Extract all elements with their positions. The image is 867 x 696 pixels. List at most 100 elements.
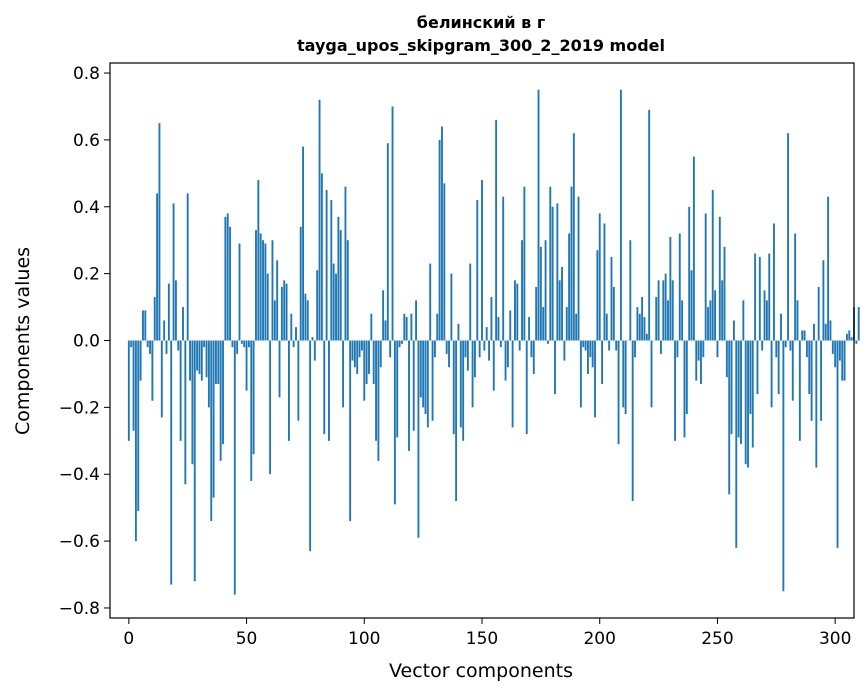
bar — [337, 216, 340, 341]
bar — [269, 340, 272, 475]
bar — [443, 183, 446, 341]
bar — [509, 310, 512, 341]
bar — [469, 263, 472, 341]
bar — [328, 340, 330, 441]
bar — [587, 340, 589, 374]
bar — [605, 313, 608, 341]
bar — [572, 133, 575, 341]
bar — [530, 340, 533, 358]
bar — [838, 340, 841, 361]
bar — [575, 313, 578, 341]
bar — [758, 256, 761, 341]
bar — [196, 340, 199, 371]
bar — [742, 300, 745, 341]
bar — [747, 340, 749, 468]
bar — [292, 340, 295, 348]
bar — [584, 340, 587, 351]
bar — [516, 283, 519, 341]
bar — [481, 180, 483, 341]
bar — [193, 340, 196, 582]
bar — [768, 253, 771, 341]
bar — [219, 340, 222, 461]
bar — [306, 300, 309, 341]
bar — [386, 143, 389, 341]
bar — [158, 123, 161, 341]
bar — [594, 340, 596, 418]
bar — [488, 340, 491, 361]
bar — [855, 340, 858, 344]
bar — [165, 340, 168, 354]
bar — [582, 340, 585, 348]
bar — [664, 273, 667, 341]
bar — [714, 290, 717, 341]
bar — [464, 340, 467, 358]
bar — [363, 340, 366, 401]
bar — [615, 340, 618, 351]
bar — [525, 340, 528, 435]
bar — [139, 340, 142, 381]
bar — [730, 340, 733, 435]
bar — [650, 340, 653, 408]
bar — [659, 340, 662, 354]
bar — [798, 340, 801, 441]
bar — [325, 190, 328, 341]
bar — [697, 340, 700, 361]
bar — [735, 340, 738, 548]
bar — [556, 203, 559, 341]
bar — [189, 340, 191, 381]
bar — [782, 340, 785, 592]
bar — [471, 340, 474, 408]
bar — [539, 246, 542, 341]
bar — [643, 317, 646, 341]
bar — [450, 273, 453, 341]
bar — [561, 266, 563, 341]
bar — [495, 119, 498, 341]
bar — [342, 340, 345, 408]
bar — [692, 156, 695, 341]
bar — [504, 340, 507, 381]
bar — [810, 340, 813, 421]
bar — [544, 240, 547, 341]
bar — [476, 200, 479, 341]
bar — [339, 230, 342, 341]
bar — [702, 340, 705, 358]
bar — [624, 340, 627, 415]
bar — [528, 317, 531, 341]
bar — [335, 273, 337, 341]
bar — [631, 340, 634, 501]
y-tick-label: 0.4 — [73, 198, 100, 218]
bar — [589, 340, 592, 358]
bar — [438, 139, 441, 341]
bar — [264, 243, 267, 341]
bar — [568, 233, 571, 341]
bar — [372, 340, 375, 384]
bar — [554, 340, 556, 394]
bar — [690, 270, 693, 341]
bar — [777, 340, 780, 394]
chart-title: белинский в г — [417, 13, 545, 32]
bar — [377, 340, 380, 461]
bar — [716, 340, 719, 358]
x-tick-label: 250 — [701, 629, 733, 649]
bar — [429, 263, 432, 341]
bar — [751, 340, 754, 448]
bar — [389, 340, 392, 358]
bar — [452, 340, 455, 435]
y-tick-label: 0.2 — [73, 265, 100, 285]
bar — [346, 240, 349, 341]
bar — [179, 340, 182, 441]
bar — [243, 340, 246, 348]
bar — [636, 307, 639, 341]
bar — [478, 340, 481, 358]
bar — [382, 290, 385, 341]
bar — [695, 340, 698, 381]
bar — [426, 340, 429, 428]
bar — [563, 340, 566, 361]
bar — [410, 313, 413, 341]
bar — [601, 340, 604, 384]
bar — [789, 340, 792, 351]
bar — [215, 340, 217, 384]
bar — [718, 216, 721, 341]
bar — [610, 256, 613, 341]
bar — [648, 109, 651, 341]
